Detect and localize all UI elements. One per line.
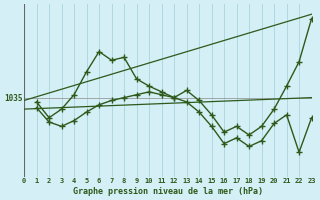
X-axis label: Graphe pression niveau de la mer (hPa): Graphe pression niveau de la mer (hPa): [73, 187, 263, 196]
